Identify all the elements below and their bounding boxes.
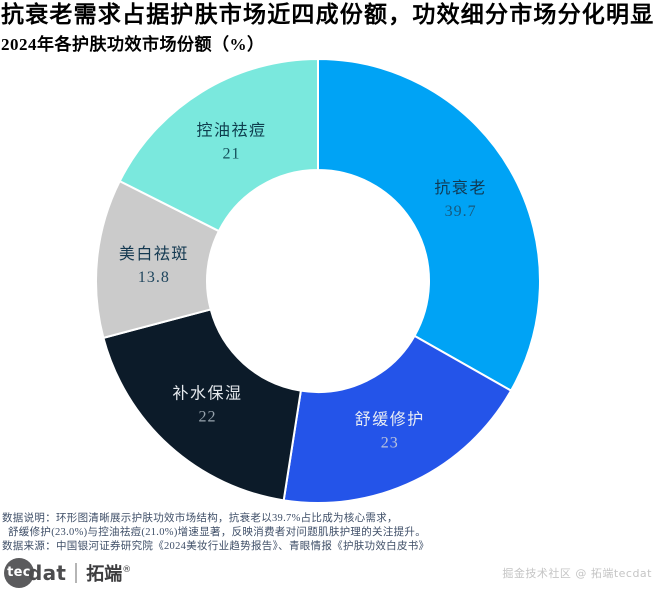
chart-subtitle: 2024年各护肤功效市场份额（%） bbox=[1, 35, 265, 54]
donut-slice-0 bbox=[317, 58, 541, 392]
slice-value-2: 22 bbox=[199, 409, 217, 426]
logo-tec-badge: tec bbox=[4, 558, 34, 588]
data-notes: 数据说明：环形图清晰展示护肤功效市场结构，抗衰老以39.7%占比成为核心需求， … bbox=[2, 512, 429, 554]
tecdat-logo: tec dat 拓端® bbox=[4, 557, 131, 589]
registered-mark: ® bbox=[122, 565, 132, 575]
page-title: 抗衰老需求占据护肤市场近四成份额，功效细分市场分化明显 bbox=[1, 2, 655, 27]
logo-divider bbox=[75, 563, 78, 583]
note-line-3: 数据来源：中国银河证券研究院《2024美妆行业趋势报告》、青眼情报《护肤功效白皮… bbox=[2, 541, 430, 552]
note-line-2: 舒缓修护(23.0%)与控油祛痘(21.0%)增速显著，反映消费者对问题肌肤护理… bbox=[8, 527, 427, 538]
slice-label-2: 补水保湿 bbox=[173, 385, 243, 403]
watermark-credit: 掘金技术社区 @ 拓端tecdat bbox=[502, 567, 652, 580]
logo-brand-text: 拓端® bbox=[86, 564, 132, 585]
slice-value-0: 39.7 bbox=[445, 203, 477, 220]
slice-value-4: 21 bbox=[222, 146, 240, 163]
donut-slice-1 bbox=[282, 334, 513, 504]
donut-slice-4 bbox=[118, 58, 319, 233]
slice-label-0: 抗衰老 bbox=[434, 179, 487, 197]
slice-label-1: 舒缓修护 bbox=[355, 411, 425, 429]
donut-slice-2 bbox=[102, 308, 302, 502]
slice-label-3: 美白祛斑 bbox=[119, 245, 189, 263]
slice-value-3: 13.8 bbox=[138, 269, 170, 286]
slice-value-1: 23 bbox=[381, 435, 399, 452]
logo-dat-text: dat bbox=[28, 561, 67, 585]
note-line-1: 数据说明：环形图清晰展示护肤功效市场结构，抗衰老以39.7%占比成为核心需求， bbox=[2, 513, 398, 524]
slice-label-4: 控油祛痘 bbox=[196, 122, 266, 140]
